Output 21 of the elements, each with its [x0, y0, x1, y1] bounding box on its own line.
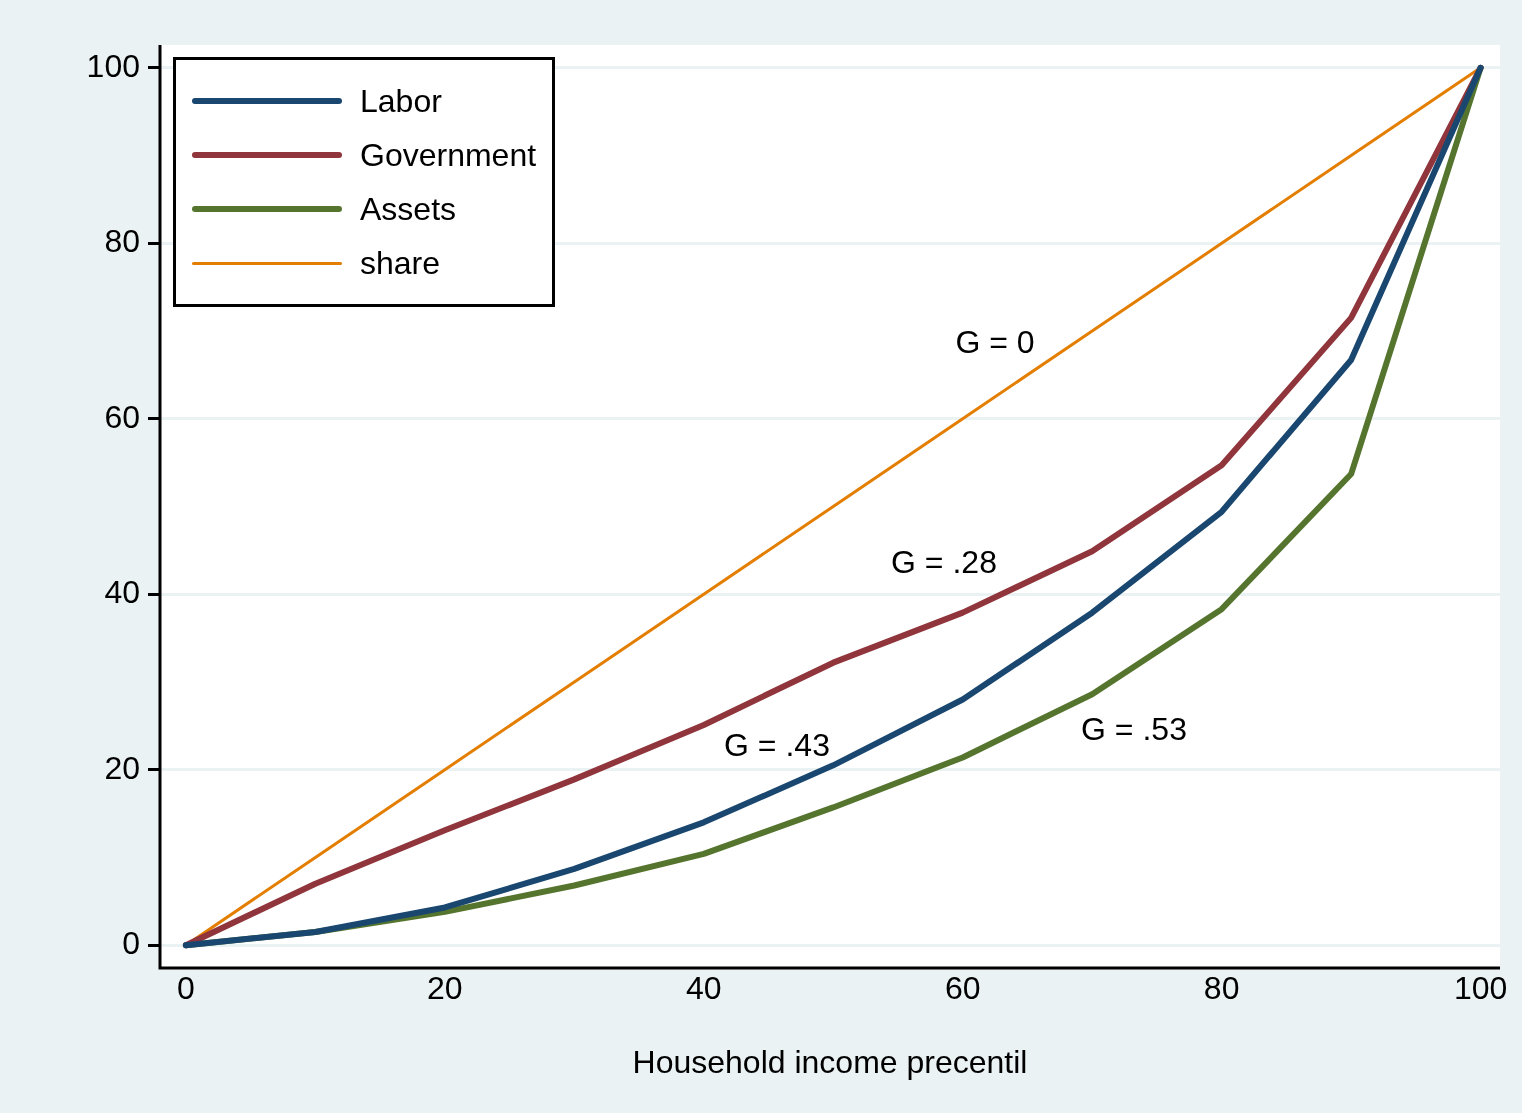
y-tick-label: 100 [86, 47, 140, 84]
legend-label: Labor [360, 82, 442, 120]
legend-label: Government [360, 136, 537, 174]
legend-label: share [360, 244, 441, 282]
x-tick-label: 80 [1203, 970, 1240, 1007]
annotation: G = .28 [891, 543, 997, 580]
x-axis-title: Household income precentil [632, 1043, 1028, 1080]
annotation: G = 0 [955, 323, 1035, 360]
x-tick-label: 100 [1453, 970, 1508, 1007]
x-tick-label: 40 [685, 970, 722, 1007]
y-tick-label: 60 [104, 398, 140, 435]
y-tick-label: 80 [104, 223, 140, 260]
y-tick-label: 20 [104, 749, 140, 786]
annotation: G = .53 [1081, 710, 1187, 747]
x-tick-label: 0 [177, 970, 195, 1007]
x-tick-label: 60 [944, 970, 981, 1007]
x-tick-label: 20 [427, 970, 463, 1007]
annotation: G = .43 [724, 726, 830, 763]
legend-label: Assets [360, 190, 457, 228]
y-tick-label: 40 [104, 574, 140, 611]
y-tick-label: 0 [122, 925, 140, 962]
